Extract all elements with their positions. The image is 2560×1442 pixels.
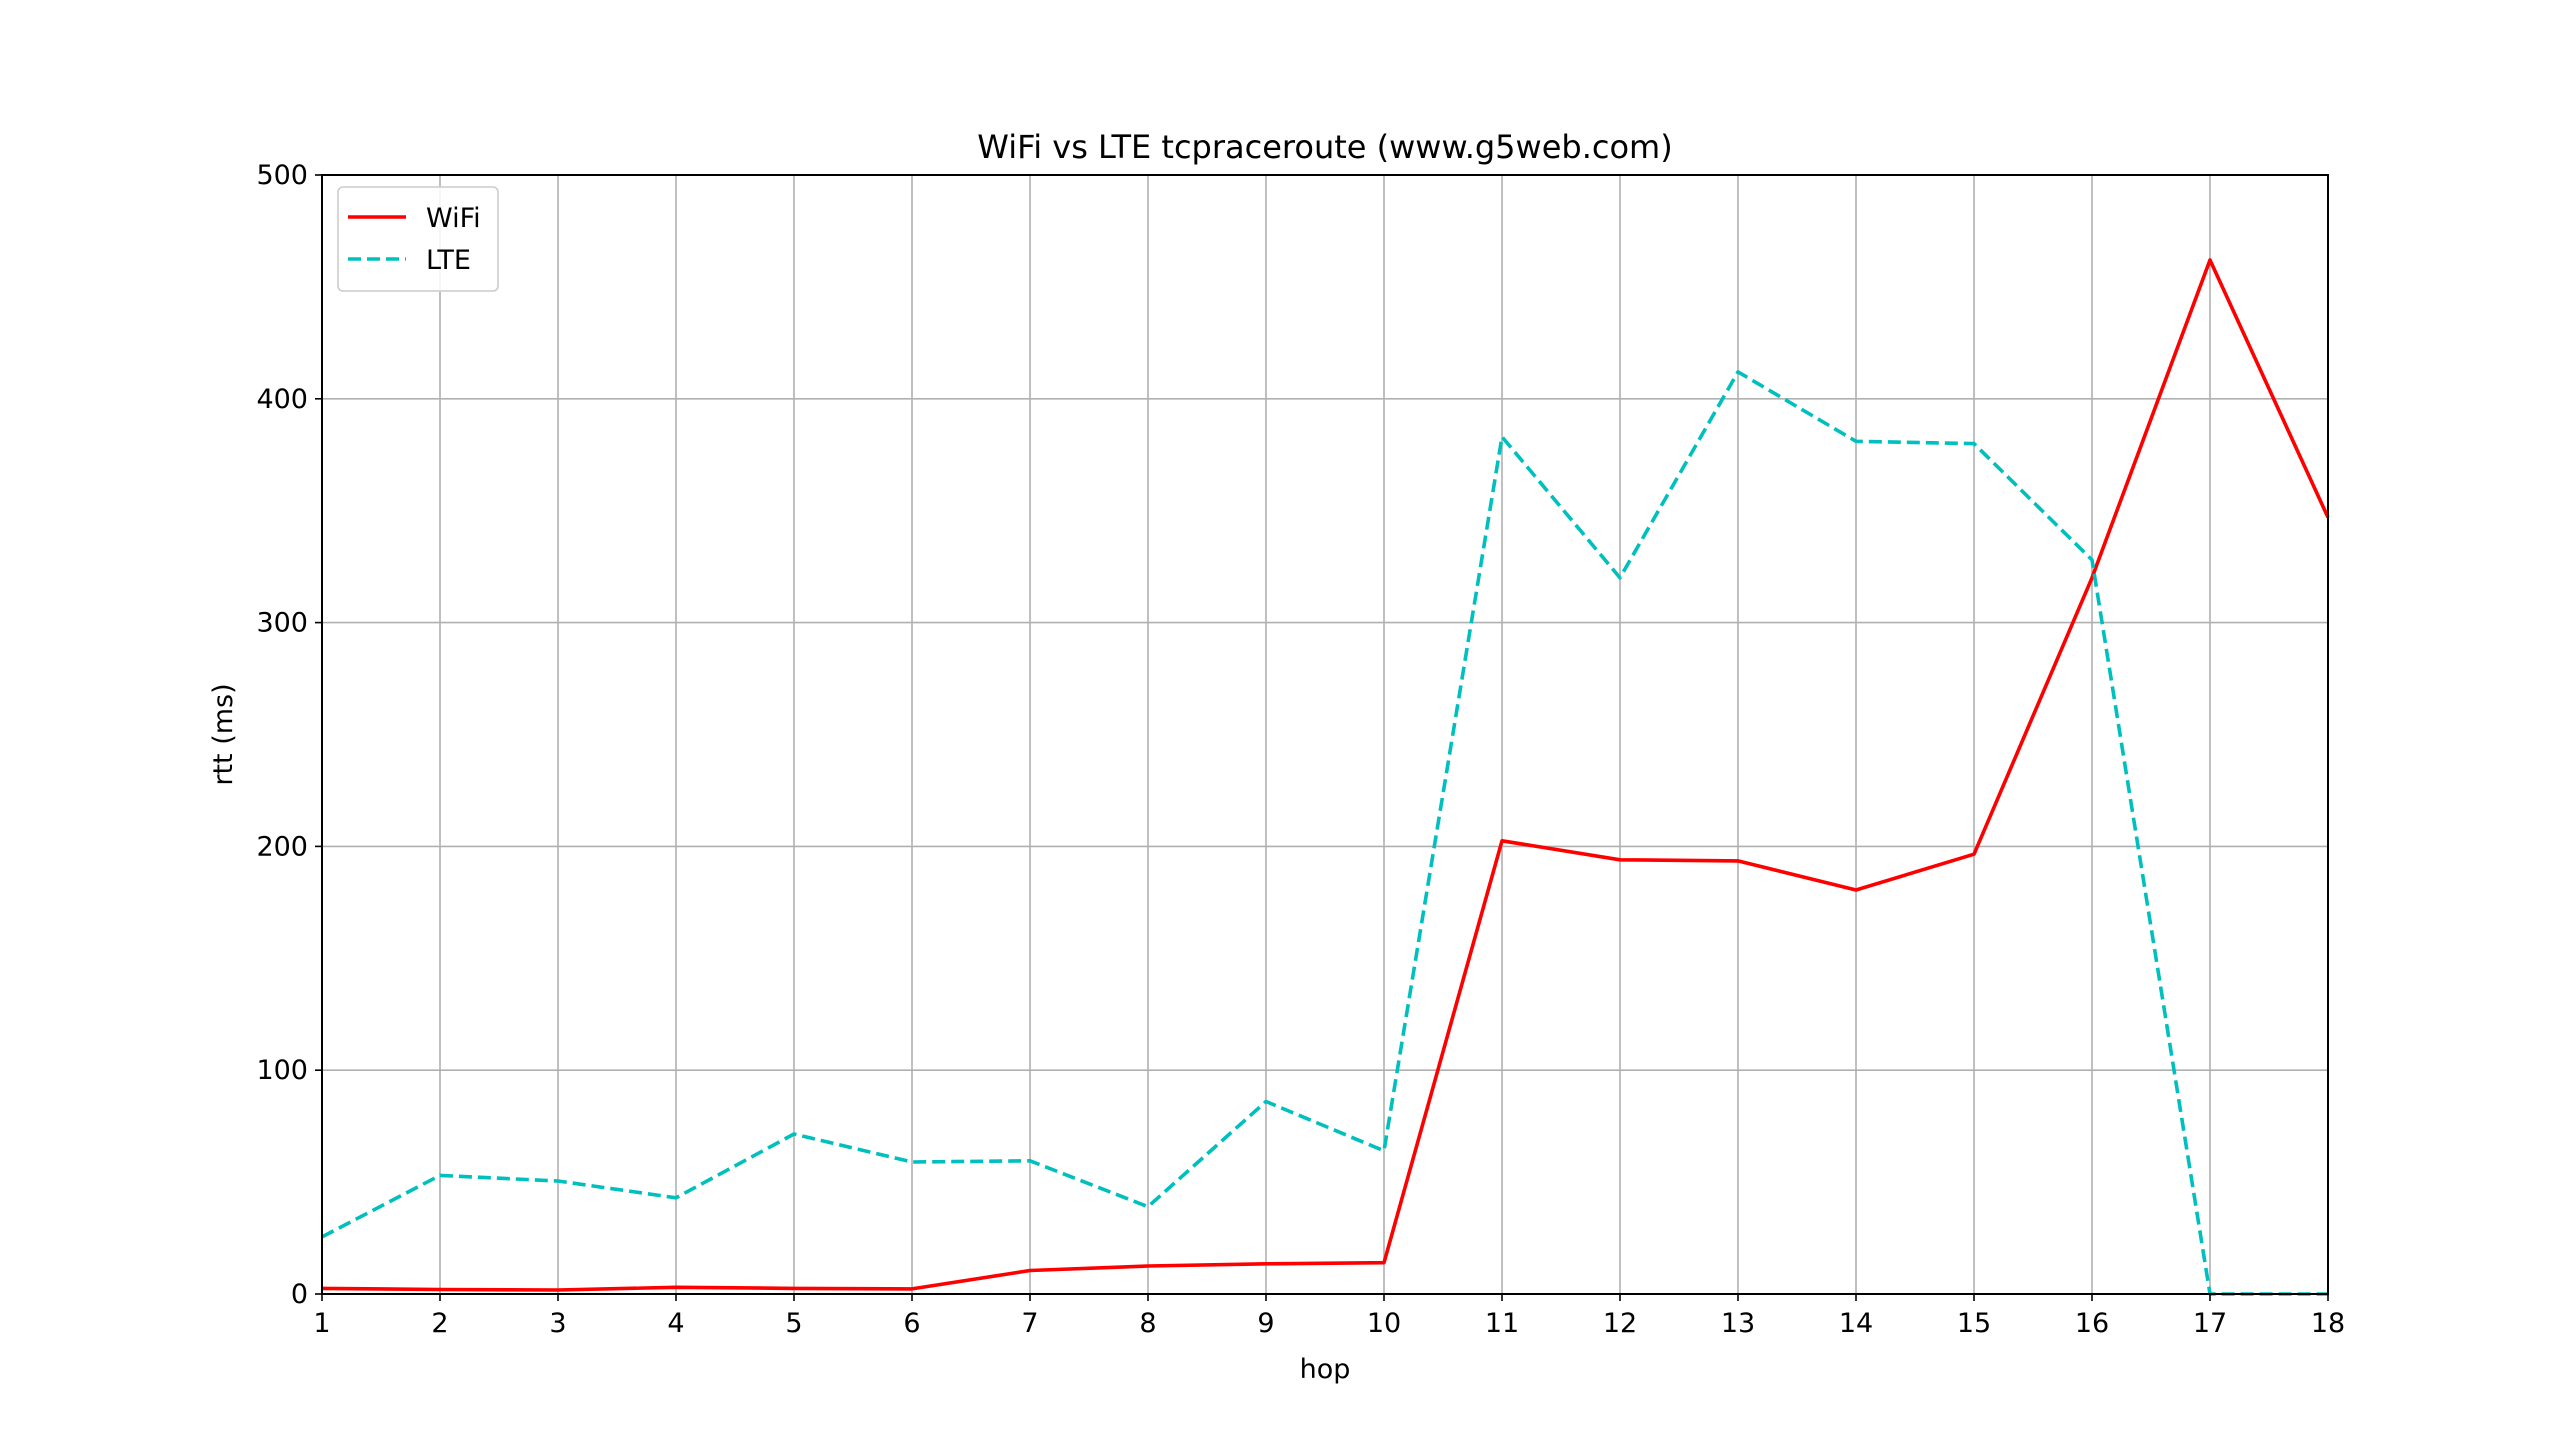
- x-tick-label: 14: [1839, 1308, 1873, 1339]
- legend: WiFi LTE: [337, 186, 499, 292]
- x-axis-label: hop: [1300, 1354, 1351, 1385]
- y-tick-label: 300: [256, 608, 308, 639]
- plot-series: [321, 258, 2330, 1296]
- x-tick-label: 18: [2311, 1308, 2345, 1339]
- x-tick-label: 8: [1139, 1308, 1156, 1339]
- x-tick-label: 10: [1367, 1308, 1401, 1339]
- series-line-wifi: [321, 258, 2330, 1292]
- y-tick-label: 200: [256, 831, 308, 862]
- x-tick-label: 2: [431, 1308, 448, 1339]
- x-tick-label: 7: [1021, 1308, 1038, 1339]
- x-tick-label: 5: [785, 1308, 802, 1339]
- y-axis: 0 100 200 300 400 500: [256, 160, 322, 1310]
- y-tick-label: 400: [256, 384, 308, 415]
- chart-title: WiFi vs LTE tcpraceroute (www.g5web.com): [977, 128, 1672, 166]
- series-line-lte: [321, 370, 2328, 1296]
- x-tick-label: 3: [549, 1308, 566, 1339]
- x-tick-label: 11: [1485, 1308, 1519, 1339]
- x-tick-label: 4: [667, 1308, 684, 1339]
- legend-label-wifi: WiFi: [426, 203, 481, 234]
- x-tick-label: 17: [2193, 1308, 2227, 1339]
- legend-box: [337, 186, 499, 292]
- y-axis-label: rtt (ms): [208, 683, 239, 785]
- x-tick-label: 1: [313, 1308, 330, 1339]
- x-tick-label: 13: [1721, 1308, 1755, 1339]
- x-tick-label: 15: [1957, 1308, 1991, 1339]
- x-tick-label: 6: [903, 1308, 920, 1339]
- y-tick-label: 500: [256, 160, 308, 191]
- y-tick-label: 100: [256, 1055, 308, 1086]
- plot-frame: [321, 174, 2329, 1295]
- x-tick-label: 16: [2075, 1308, 2109, 1339]
- legend-label-lte: LTE: [426, 245, 471, 276]
- x-axis: 1 2 3 4 5 6 7 8 9 10 11 12 13 14 15 16 17 18: [313, 1294, 2345, 1339]
- x-tick-label: 9: [1257, 1308, 1274, 1339]
- x-tick-label: 12: [1603, 1308, 1637, 1339]
- y-tick-label: 0: [291, 1279, 308, 1310]
